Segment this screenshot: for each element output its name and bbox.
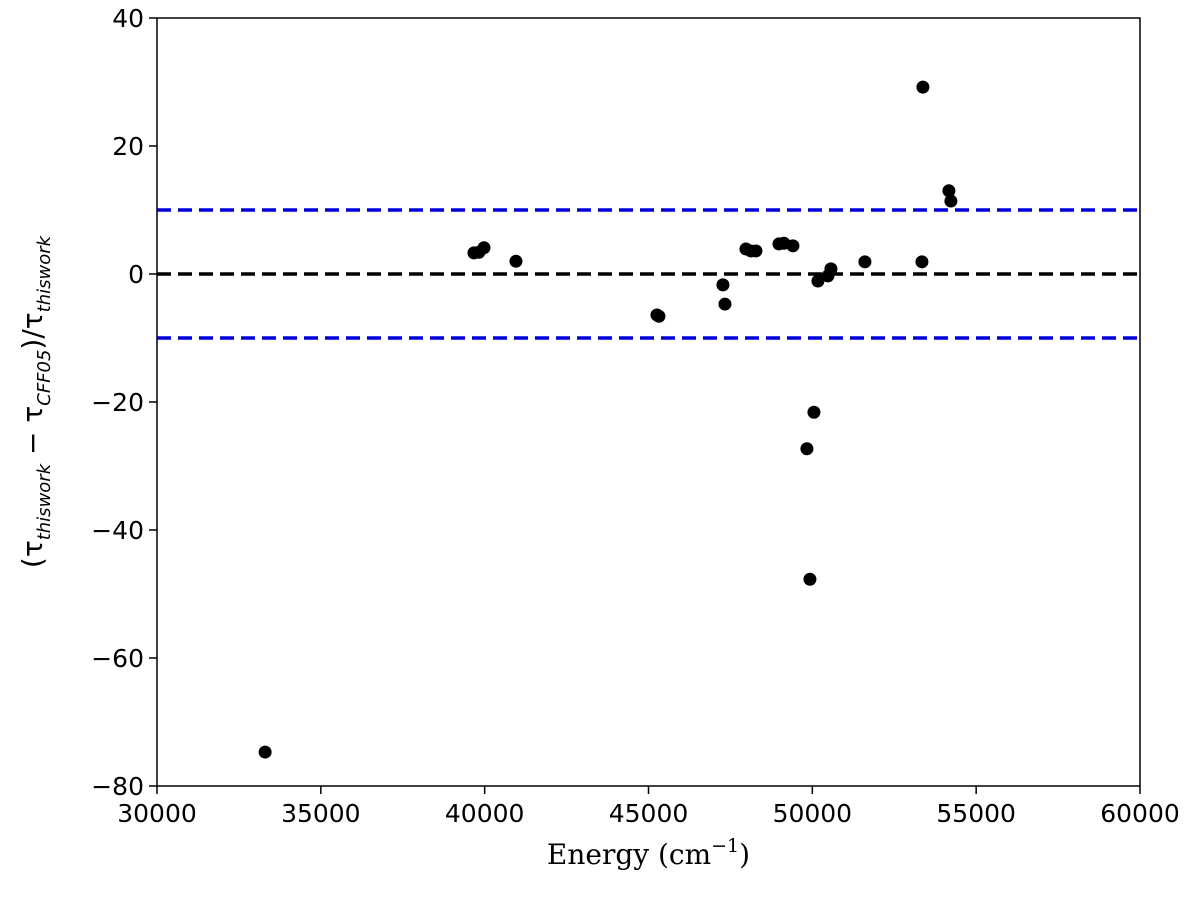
data-point bbox=[477, 241, 491, 255]
x-tick-label: 60000 bbox=[1100, 799, 1180, 828]
y-tick-label: −40 bbox=[91, 516, 144, 545]
y-tick-label: −80 bbox=[91, 772, 144, 801]
plot-frame bbox=[156, 17, 1141, 787]
y-axis-label-part: CFF05 bbox=[34, 350, 55, 406]
y-tick-label: 20 bbox=[112, 132, 144, 161]
x-tick-label: 30000 bbox=[117, 799, 197, 828]
y-axis-label-part: − τ bbox=[16, 406, 49, 464]
y-tick-label: 40 bbox=[112, 4, 144, 33]
x-tick-label: 50000 bbox=[773, 799, 853, 828]
data-point bbox=[718, 297, 732, 311]
data-point bbox=[803, 572, 817, 586]
y-tick-label: −60 bbox=[91, 644, 144, 673]
data-point bbox=[916, 80, 930, 94]
data-point bbox=[258, 745, 272, 759]
data-point bbox=[800, 442, 814, 456]
x-axis-label-part: ) bbox=[739, 838, 750, 871]
x-axis-label: Energy (cm−1) bbox=[547, 835, 750, 871]
x-tick-label: 55000 bbox=[936, 799, 1016, 828]
x-tick-label: 45000 bbox=[609, 799, 689, 828]
y-axis-label-part: (τ bbox=[16, 540, 49, 568]
y-axis-label-part: )/τ bbox=[16, 312, 49, 349]
data-point bbox=[652, 309, 666, 323]
data-point bbox=[811, 274, 825, 288]
y-tick-label: 0 bbox=[128, 260, 144, 289]
data-point bbox=[716, 278, 730, 292]
x-tick-label: 40000 bbox=[445, 799, 525, 828]
data-point bbox=[915, 255, 929, 269]
data-point bbox=[509, 254, 523, 268]
data-point bbox=[786, 239, 800, 253]
x-axis-label-part: −1 bbox=[711, 835, 739, 857]
data-point bbox=[749, 244, 763, 258]
x-axis-label-part: Energy (cm bbox=[547, 838, 711, 871]
y-axis-label-part: thiswork bbox=[34, 462, 55, 540]
data-point bbox=[942, 184, 956, 198]
data-point bbox=[807, 405, 821, 419]
y-tick-label: −20 bbox=[91, 388, 144, 417]
x-tick-label: 35000 bbox=[281, 799, 361, 828]
data-point bbox=[858, 255, 872, 269]
data-point bbox=[824, 262, 838, 276]
data-point bbox=[944, 194, 958, 208]
y-axis-label-part: thiswork bbox=[34, 234, 55, 312]
y-axis-label: (τthiswork − τCFF05)/τthiswork bbox=[16, 234, 55, 568]
